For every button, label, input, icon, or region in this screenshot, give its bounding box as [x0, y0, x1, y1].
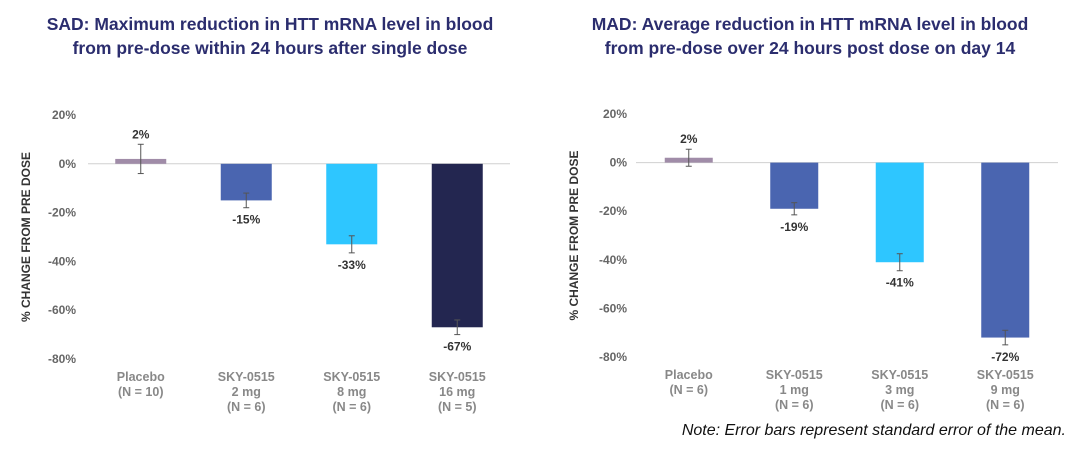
mad-bar-chart: % CHANGE FROM PRE DOSE 20% 0% -20% -40% -60% -… — [567, 107, 1058, 412]
sad-data-label-4: -67% — [443, 340, 471, 354]
sad-category-label-line: SKY-0515 — [218, 370, 275, 384]
sad-bar-4 — [431, 163, 483, 328]
mad-data-label-4: -72% — [991, 350, 1019, 364]
sad-error-bar-3 — [348, 235, 355, 254]
sad-data-label-3: -33% — [338, 258, 366, 272]
sad-bar-3 — [326, 163, 378, 245]
mad-y-tick-label: 20% — [603, 107, 627, 121]
sad-y-axis-label: % CHANGE FROM PRE DOSE — [19, 152, 33, 322]
mad-title-line-1: MAD: Average reduction in HTT mRNA level… — [591, 14, 1029, 34]
sad-category-label-line: (N = 10) — [118, 385, 164, 399]
sad-error-bar-4 — [454, 319, 461, 336]
sad-category-label-3: SKY-0515 8 mg (N = 6) — [323, 370, 380, 414]
mad-error-bar-4 — [1002, 329, 1009, 346]
sad-category-label-line: SKY-0515 — [323, 370, 380, 384]
mad-category-label-line: 9 mg — [991, 383, 1020, 397]
sad-y-tick-label: -20% — [48, 206, 76, 220]
mad-error-bar-2 — [791, 202, 798, 216]
mad-category-label-line: (N = 6) — [986, 398, 1025, 412]
sad-y-tick-label: -40% — [48, 254, 76, 268]
mad-category-label-line: 3 mg — [885, 383, 914, 397]
mad-y-tick-label: -80% — [599, 350, 627, 364]
mad-error-bar-3 — [896, 253, 903, 272]
mad-category-label-2: SKY-0515 1 mg (N = 6) — [766, 368, 823, 412]
sad-y-tick-label: -80% — [48, 352, 76, 366]
mad-title-line-2: from pre-dose over 24 hours post dose on… — [604, 38, 1016, 58]
mad-chart-panel: MAD: Average reduction in HTT mRNA level… — [540, 0, 1080, 457]
mad-data-label-1: 2% — [680, 132, 698, 146]
mad-category-label-line: SKY-0515 — [871, 368, 928, 382]
mad-error-bar-1 — [685, 148, 692, 167]
mad-data-label-3: -41% — [886, 276, 914, 290]
sad-category-label-line: 2 mg — [232, 385, 261, 399]
sad-y-tick-label: 0% — [59, 157, 77, 171]
sad-error-bar-1 — [137, 143, 144, 175]
mad-y-axis-label: % CHANGE FROM PRE DOSE — [567, 150, 581, 320]
mad-bar-4 — [981, 162, 1030, 338]
mad-category-label-3: SKY-0515 3 mg (N = 6) — [871, 368, 928, 412]
sad-y-tick-label: -60% — [48, 303, 76, 317]
sad-bar-chart: % CHANGE FROM PRE DOSE 20% 0% -20% -40% -60% -… — [19, 108, 510, 414]
sad-category-label-line: SKY-0515 — [429, 370, 486, 384]
mad-y-tick-label: 0% — [610, 156, 628, 170]
sad-category-label-line: (N = 5) — [438, 400, 477, 414]
sad-category-label-line: 16 mg — [439, 385, 475, 399]
mad-category-label-line: (N = 6) — [880, 398, 919, 412]
mad-bar-3 — [875, 162, 924, 263]
mad-y-tick-label: -60% — [599, 301, 627, 315]
mad-category-label-4: SKY-0515 9 mg (N = 6) — [977, 368, 1034, 412]
error-bar-note: Note: Error bars represent standard erro… — [681, 422, 1066, 439]
sad-chart-panel: SAD: Maximum reduction in HTT mRNA level… — [0, 12, 540, 414]
mad-category-label-line: SKY-0515 — [766, 368, 823, 382]
mad-y-tick-label: -40% — [599, 253, 627, 267]
mad-category-label-line: (N = 6) — [775, 398, 814, 412]
mad-category-label-line: (N = 6) — [669, 383, 708, 397]
mad-data-label-2: -19% — [780, 220, 808, 234]
mad-category-label-1: Placebo (N = 6) — [665, 368, 713, 397]
mad-category-label-line: 1 mg — [780, 383, 809, 397]
sad-category-label-1: Placebo (N = 10) — [117, 370, 165, 399]
sad-category-label-4: SKY-0515 16 mg (N = 5) — [429, 370, 486, 414]
sad-chart-title: SAD: Maximum reduction in HTT mRNA level… — [0, 12, 540, 60]
sad-title-line-2: from pre-dose within 24 hours after sing… — [72, 38, 468, 58]
mad-category-label-line: SKY-0515 — [977, 368, 1034, 382]
mad-y-tick-label: -20% — [599, 204, 627, 218]
sad-category-label-line: Placebo — [117, 370, 165, 384]
sad-error-bar-2 — [243, 192, 250, 209]
mad-bar-2 — [770, 162, 819, 209]
sad-category-label-line: (N = 6) — [227, 400, 266, 414]
sad-title-line-1: SAD: Maximum reduction in HTT mRNA level… — [46, 14, 494, 34]
sad-category-label-line: 8 mg — [337, 385, 366, 399]
sad-data-label-1: 2% — [132, 127, 150, 141]
sad-category-label-2: SKY-0515 2 mg (N = 6) — [218, 370, 275, 414]
sad-data-label-2: -15% — [232, 213, 260, 227]
sad-category-label-line: (N = 6) — [332, 400, 371, 414]
sad-y-tick-label: 20% — [52, 108, 76, 122]
mad-chart-title: MAD: Average reduction in HTT mRNA level… — [540, 12, 1080, 60]
mad-category-label-line: Placebo — [665, 368, 713, 382]
